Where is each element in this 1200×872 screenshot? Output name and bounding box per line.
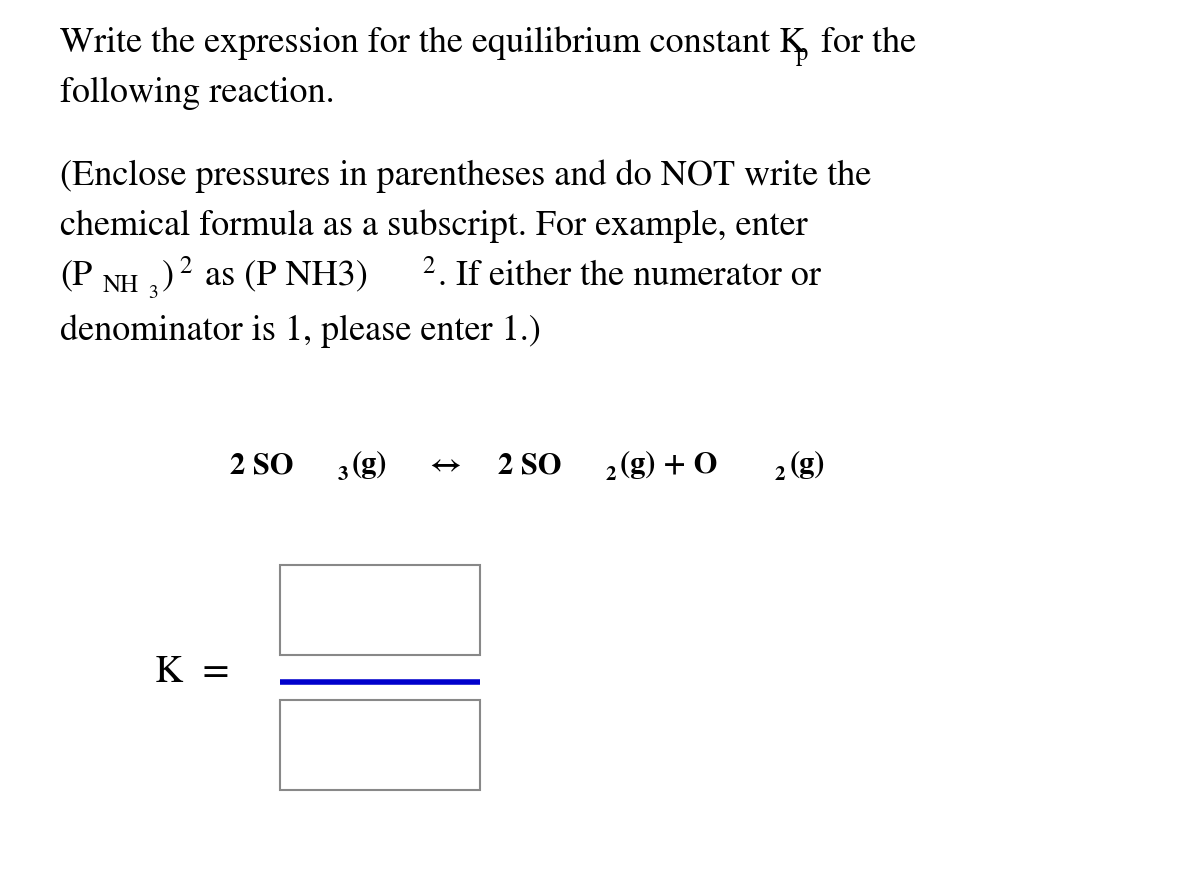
Text: as (P NH3): as (P NH3): [196, 260, 368, 293]
Text: K  =: K =: [155, 655, 229, 690]
Text: Write the expression for the equilibrium constant K: Write the expression for the equilibrium…: [60, 26, 805, 60]
Bar: [280, 565, 480, 655]
Text: following reaction.: following reaction.: [60, 77, 335, 110]
Text: 3: 3: [148, 285, 157, 302]
Text: (g): (g): [352, 451, 388, 479]
Text: chemical formula as a subscript. For example, enter: chemical formula as a subscript. For exa…: [60, 209, 808, 243]
Text: ↔: ↔: [430, 452, 460, 479]
Text: 2: 2: [775, 466, 786, 484]
Text: NH: NH: [103, 274, 139, 298]
Text: (g): (g): [790, 451, 826, 479]
Text: 2: 2: [422, 255, 434, 279]
Text: 2: 2: [179, 255, 191, 279]
Text: 3: 3: [338, 466, 348, 484]
Text: 2 SO: 2 SO: [230, 452, 294, 479]
Text: (P: (P: [60, 260, 92, 293]
Text: (g) + O: (g) + O: [620, 451, 718, 479]
Bar: [280, 700, 480, 790]
Text: (Enclose pressures in parentheses and do NOT write the: (Enclose pressures in parentheses and do…: [60, 160, 871, 193]
Text: for the: for the: [812, 27, 916, 60]
Text: p: p: [796, 42, 809, 66]
Text: denominator is 1, please enter 1.): denominator is 1, please enter 1.): [60, 314, 541, 348]
Text: . If either the numerator or: . If either the numerator or: [438, 260, 821, 293]
Text: 2 SO: 2 SO: [498, 452, 562, 479]
Text: 2: 2: [606, 466, 617, 484]
Text: ): ): [162, 260, 174, 293]
